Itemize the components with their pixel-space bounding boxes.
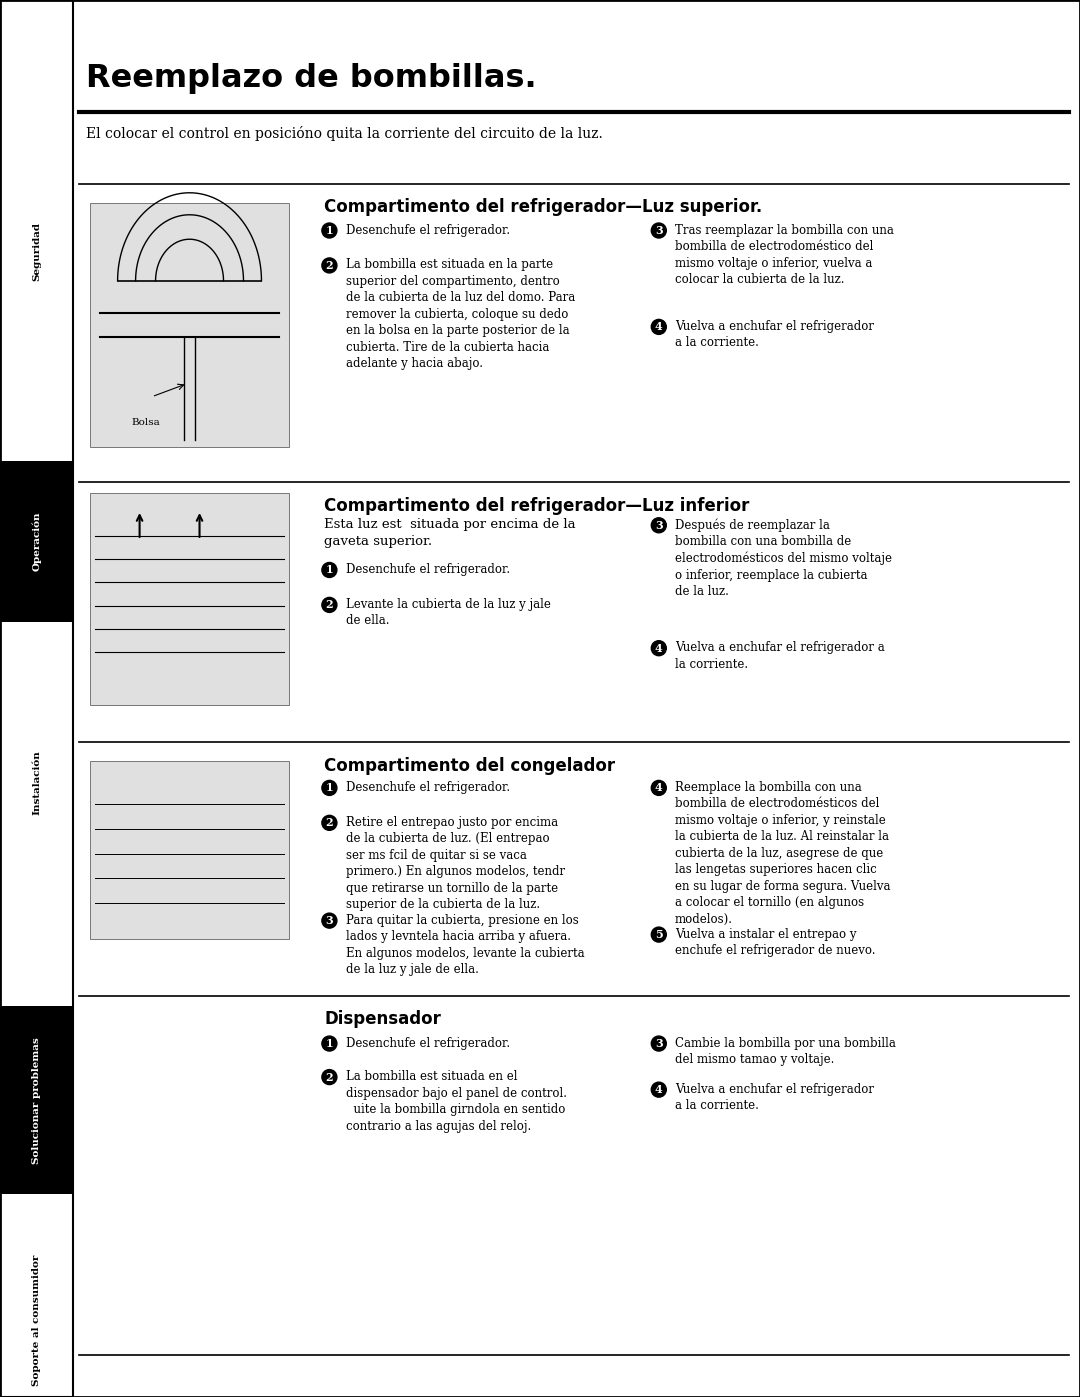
Text: 3: 3 [654,520,663,531]
Text: 3: 3 [325,915,334,926]
Text: Levante la cubierta de la luz y jale
de ella.: Levante la cubierta de la luz y jale de … [346,598,551,627]
Text: Vuelva a instalar el entrepao y
enchufe el refrigerador de nuevo.: Vuelva a instalar el entrepao y enchufe … [675,928,876,957]
Text: Desenchufe el refrigerador.: Desenchufe el refrigerador. [346,224,510,236]
Bar [0,1006,73,1194]
Text: Compartimento del congelador: Compartimento del congelador [324,757,616,775]
Text: 2: 2 [325,599,334,610]
Text: 2: 2 [325,260,334,271]
Bar [90,203,289,447]
Text: 5: 5 [654,929,663,940]
Text: Compartimento del refrigerador—Luz superior.: Compartimento del refrigerador—Luz super… [324,198,762,217]
Text: 1: 1 [325,1038,334,1049]
Text: La bombilla est situada en la parte
superior del compartimento, dentro
de la cub: La bombilla est situada en la parte supe… [346,258,575,370]
Text: Vuelva a enchufar el refrigerador
a la corriente.: Vuelva a enchufar el refrigerador a la c… [675,320,874,349]
Text: 1: 1 [325,225,334,236]
Text: Soporte al consumidor: Soporte al consumidor [32,1255,41,1386]
Text: 3: 3 [654,1038,663,1049]
Text: Operación: Operación [32,511,41,571]
Text: El colocar el control en posicióno quita la corriente del circuito de la luz.: El colocar el control en posicióno quita… [86,126,603,141]
Text: Reemplace la bombilla con una
bombilla de electrodomésticos del
mismo voltaje o : Reemplace la bombilla con una bombilla d… [675,781,891,926]
Text: Desenchufe el refrigerador.: Desenchufe el refrigerador. [346,563,510,576]
Text: Tras reemplazar la bombilla con una
bombilla de electrodoméstico del
mismo volta: Tras reemplazar la bombilla con una bomb… [675,224,894,286]
Text: 1: 1 [325,564,334,576]
Text: 2: 2 [325,817,334,828]
Text: 4: 4 [654,321,663,332]
Bar [90,761,289,939]
Text: Solucionar problemas: Solucionar problemas [32,1037,41,1164]
Text: Esta luz est  situada por encima de la
gaveta superior.: Esta luz est situada por encima de la ga… [324,518,576,548]
Text: Dispensador: Dispensador [324,1010,441,1028]
Text: 4: 4 [654,1084,663,1095]
Text: 2: 2 [325,1071,334,1083]
Text: Vuelva a enchufar el refrigerador a
la corriente.: Vuelva a enchufar el refrigerador a la c… [675,641,885,671]
Text: 4: 4 [654,643,663,654]
Text: Vuelva a enchufar el refrigerador
a la corriente.: Vuelva a enchufar el refrigerador a la c… [675,1083,874,1112]
Bar [90,493,289,705]
Text: 1: 1 [325,782,334,793]
Text: 3: 3 [654,225,663,236]
Text: Desenchufe el refrigerador.: Desenchufe el refrigerador. [346,1037,510,1049]
Text: Para quitar la cubierta, presione en los
lados y levntela hacia arriba y afuera.: Para quitar la cubierta, presione en los… [346,914,584,977]
Text: Instalación: Instalación [32,750,41,814]
Bar [0,461,73,622]
Text: Reemplazo de bombillas.: Reemplazo de bombillas. [86,63,537,94]
Text: Después de reemplazar la
bombilla con una bombilla de
electrodomésticos del mism: Después de reemplazar la bombilla con un… [675,518,892,598]
Text: La bombilla est situada en el
dispensador bajo el panel de control.
  uite la bo: La bombilla est situada en el dispensado… [346,1070,567,1133]
Text: 4: 4 [654,782,663,793]
Text: Seguridad: Seguridad [32,222,41,281]
Bar [0,0,73,1397]
Text: Desenchufe el refrigerador.: Desenchufe el refrigerador. [346,781,510,793]
Text: Bolsa: Bolsa [132,418,161,426]
Text: Cambie la bombilla por una bombilla
del mismo tamao y voltaje.: Cambie la bombilla por una bombilla del … [675,1037,896,1066]
Text: Compartimento del refrigerador—Luz inferior: Compartimento del refrigerador—Luz infer… [324,497,750,515]
Text: Retire el entrepao justo por encima
de la cubierta de luz. (El entrepao
ser ms f: Retire el entrepao justo por encima de l… [346,816,565,911]
